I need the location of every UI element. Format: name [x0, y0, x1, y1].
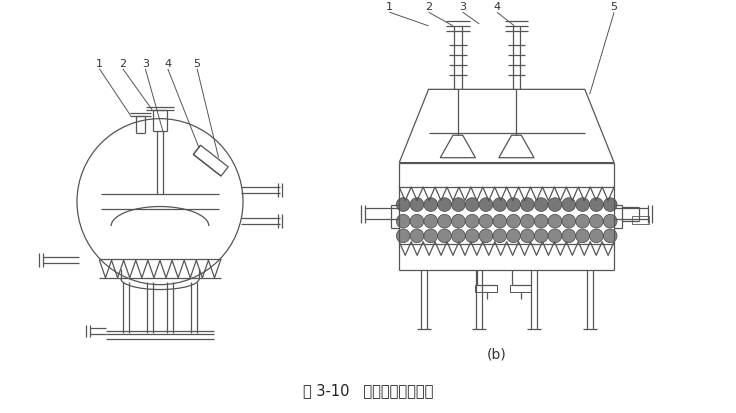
Circle shape: [396, 230, 410, 243]
Circle shape: [604, 198, 617, 212]
Circle shape: [562, 215, 576, 228]
Circle shape: [576, 198, 590, 212]
Circle shape: [590, 230, 604, 243]
Bar: [631, 217, 649, 225]
Circle shape: [438, 215, 451, 228]
Text: 2: 2: [425, 2, 432, 12]
Circle shape: [479, 230, 493, 243]
Circle shape: [576, 215, 590, 228]
Text: 3: 3: [142, 59, 149, 69]
Circle shape: [576, 230, 590, 243]
Text: 4: 4: [164, 59, 171, 69]
Circle shape: [493, 198, 506, 212]
Bar: [509, 285, 531, 293]
Circle shape: [520, 198, 534, 212]
Circle shape: [410, 198, 424, 212]
Circle shape: [548, 198, 562, 212]
Text: (b): (b): [487, 346, 507, 360]
Circle shape: [451, 198, 465, 212]
Bar: [475, 285, 497, 293]
Circle shape: [424, 215, 438, 228]
Text: 1: 1: [386, 2, 393, 12]
Circle shape: [410, 230, 424, 243]
Circle shape: [534, 215, 548, 228]
Circle shape: [590, 215, 604, 228]
Circle shape: [438, 230, 451, 243]
Circle shape: [507, 230, 520, 243]
Circle shape: [424, 198, 438, 212]
Circle shape: [451, 230, 465, 243]
Circle shape: [507, 198, 520, 212]
Circle shape: [424, 230, 438, 243]
Circle shape: [479, 215, 493, 228]
Text: 2: 2: [119, 59, 127, 69]
Circle shape: [507, 215, 520, 228]
Circle shape: [451, 215, 465, 228]
Circle shape: [465, 198, 479, 212]
Circle shape: [479, 198, 493, 212]
Circle shape: [534, 198, 548, 212]
Circle shape: [604, 230, 617, 243]
Circle shape: [562, 230, 576, 243]
Circle shape: [562, 198, 576, 212]
Text: 1: 1: [96, 59, 103, 69]
Circle shape: [493, 230, 506, 243]
Circle shape: [548, 215, 562, 228]
Circle shape: [534, 230, 548, 243]
Circle shape: [548, 230, 562, 243]
Text: 5: 5: [194, 59, 201, 69]
Text: 3: 3: [459, 2, 466, 12]
Circle shape: [465, 215, 479, 228]
Circle shape: [438, 198, 451, 212]
Circle shape: [590, 198, 604, 212]
Circle shape: [493, 215, 506, 228]
Text: 4: 4: [493, 2, 500, 12]
Circle shape: [410, 215, 424, 228]
Circle shape: [520, 230, 534, 243]
Circle shape: [604, 215, 617, 228]
Circle shape: [520, 215, 534, 228]
Circle shape: [396, 215, 410, 228]
Circle shape: [396, 198, 410, 212]
Circle shape: [465, 230, 479, 243]
Text: 图 3-10   砂石过滤器构造图: 图 3-10 砂石过滤器构造图: [302, 383, 434, 398]
Text: 5: 5: [611, 2, 618, 12]
